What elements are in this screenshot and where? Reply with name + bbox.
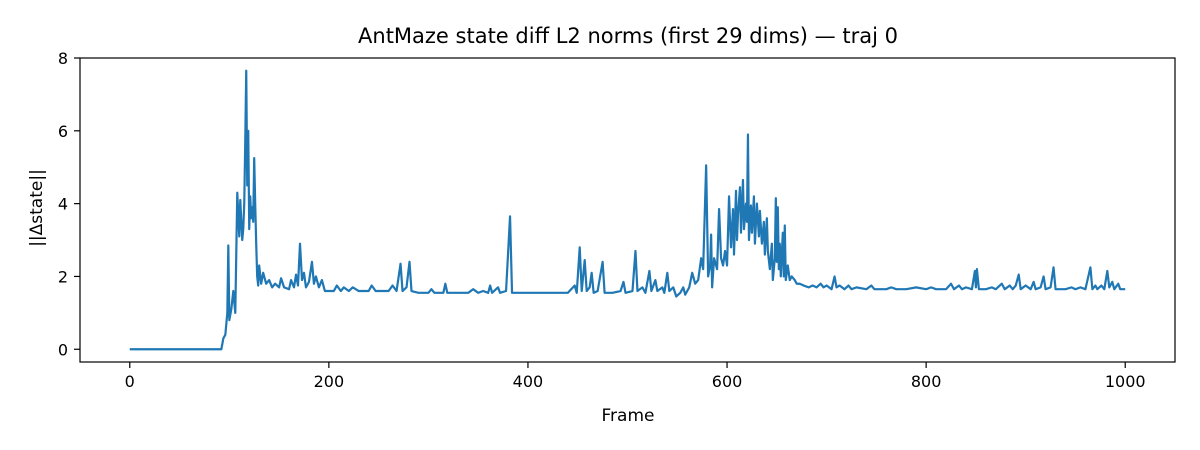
- x-tick-label: 1000: [1105, 372, 1146, 391]
- plot-area: [79, 57, 1176, 363]
- chart-title: AntMaze state diff L2 norms (first 29 di…: [358, 24, 898, 48]
- y-tick-label: 8: [58, 49, 68, 68]
- x-tick-label: 800: [911, 372, 942, 391]
- y-axis-label: ||Δstate||: [27, 169, 47, 247]
- x-tick-label: 600: [712, 372, 743, 391]
- plot-frame: [79, 57, 1176, 363]
- y-tick-label: 4: [58, 195, 68, 214]
- series-line-0: [129, 69, 1126, 351]
- x-axis: 0 200 400 600 800 1000: [125, 362, 1146, 391]
- y-axis: 0 2 4 6 8: [58, 49, 80, 359]
- x-axis-label: Frame: [602, 406, 655, 426]
- x-tick-label: 400: [513, 372, 544, 391]
- y-tick-label: 6: [58, 122, 68, 141]
- x-tick-label: 200: [314, 372, 345, 391]
- x-tick-label: 0: [125, 372, 135, 391]
- y-tick-label: 0: [58, 340, 68, 359]
- y-tick-label: 2: [58, 267, 68, 286]
